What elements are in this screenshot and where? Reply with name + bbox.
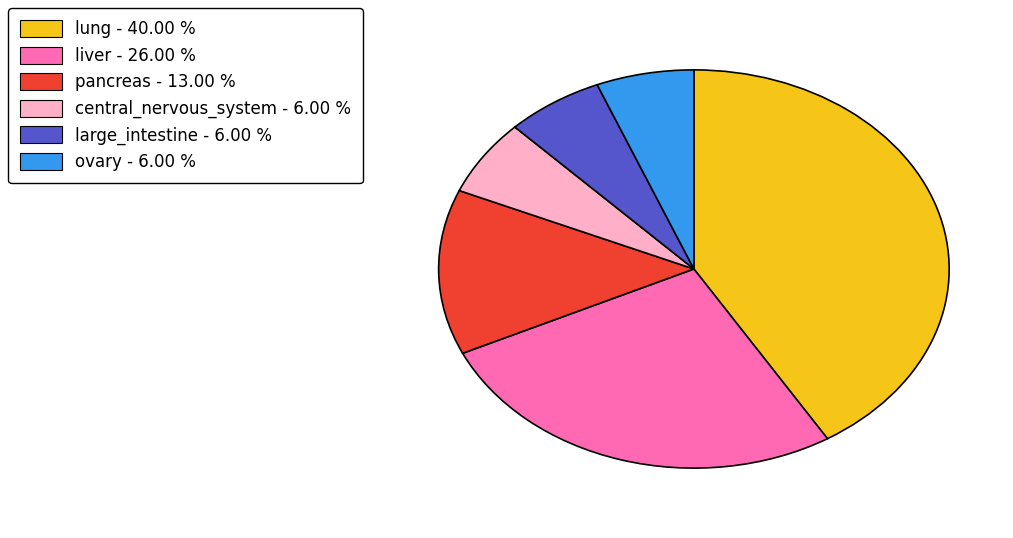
Wedge shape: [694, 70, 949, 438]
Wedge shape: [598, 70, 694, 269]
Wedge shape: [439, 190, 694, 353]
Wedge shape: [463, 269, 828, 468]
Wedge shape: [515, 84, 694, 269]
Wedge shape: [459, 127, 694, 269]
Legend: lung - 40.00 %, liver - 26.00 %, pancreas - 13.00 %, central_nervous_system - 6.: lung - 40.00 %, liver - 26.00 %, pancrea…: [8, 8, 363, 183]
